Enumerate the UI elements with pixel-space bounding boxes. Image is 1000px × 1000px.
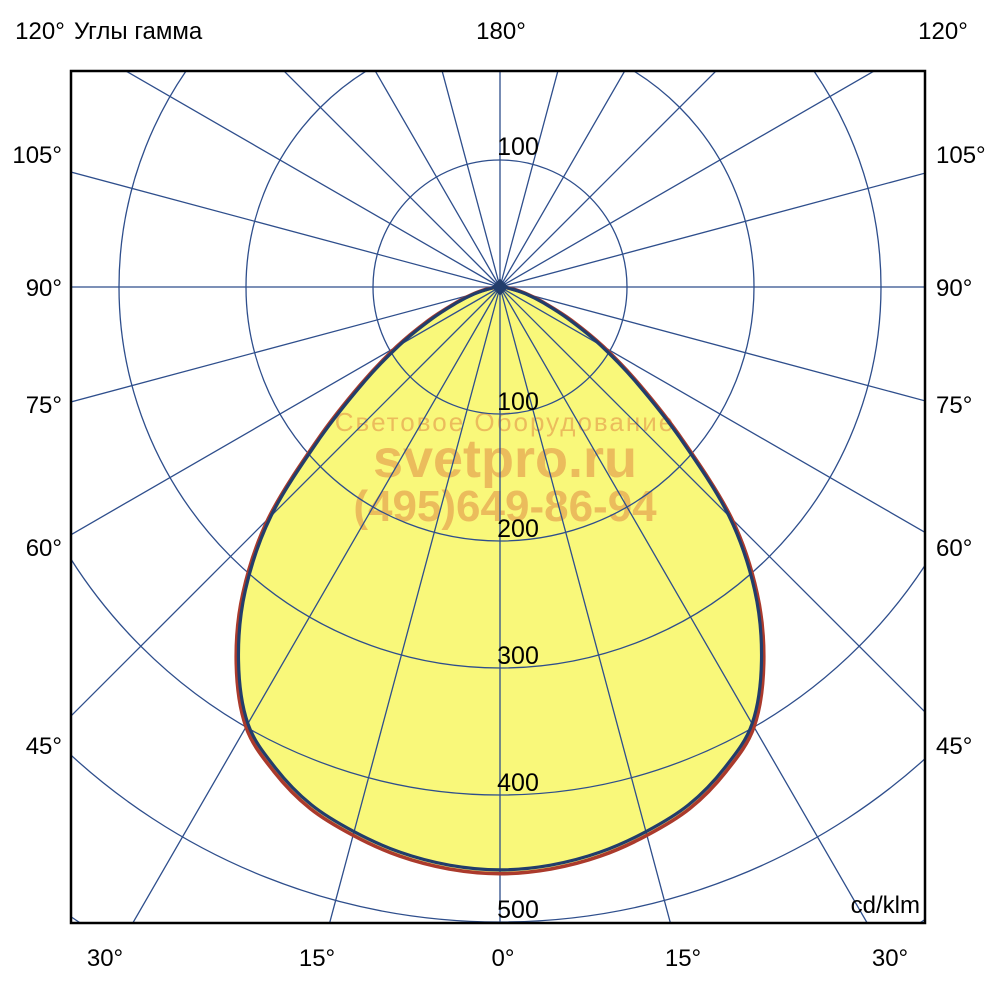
watermark-company-text: Световое Оборудование <box>335 407 675 437</box>
grid-ray <box>499 286 868 923</box>
grid-ray <box>499 286 925 402</box>
angle-tick-label: 90° <box>936 275 973 302</box>
angle-tick-label: 0° <box>491 945 515 972</box>
grid-ray <box>499 286 672 923</box>
angle-tick-label: 75° <box>25 392 62 419</box>
corner-angle-label-top-left: 120° <box>15 18 65 45</box>
grid-ray <box>71 171 501 288</box>
angle-tick-label: 90° <box>25 275 62 302</box>
grid-ray <box>328 286 501 923</box>
grid-ray <box>499 286 925 534</box>
angle-tick-label: 45° <box>25 733 62 760</box>
intensity-curves <box>234 278 766 876</box>
angle-tick-label: 75° <box>936 392 973 419</box>
ring-label: 500 <box>497 896 539 924</box>
intensity-curve-c90-c270 <box>236 285 764 872</box>
ring-value-labels: 100 100 200 300 400 500 <box>497 133 539 924</box>
grid-ray <box>71 286 501 403</box>
grid-ray <box>132 286 501 923</box>
angle-tick-label: 15° <box>298 945 336 972</box>
grid-ray <box>499 71 876 288</box>
ring-label: 100 <box>497 133 539 161</box>
pole-marker <box>491 278 509 296</box>
ring-label: 400 <box>497 769 539 797</box>
ring-label: 200 <box>497 515 539 543</box>
unit-label: cd/klm <box>851 892 920 919</box>
grid-ray <box>71 286 501 717</box>
grid-ray <box>71 286 501 536</box>
ring-label: 100 <box>497 388 539 416</box>
angle-tick-label: 105° <box>12 142 62 169</box>
grid-ray <box>499 172 925 288</box>
grid-ray <box>499 71 626 288</box>
plot-border <box>69 69 927 925</box>
grid-ray <box>499 71 717 288</box>
angle-tick-label: 60° <box>25 535 62 562</box>
grid-ray <box>283 71 501 288</box>
watermark: Световое Оборудование svetpro.ru (495)64… <box>335 407 675 531</box>
angle-tick-label: 15° <box>664 945 702 972</box>
ring-label: 300 <box>497 642 539 670</box>
grid-ray <box>441 71 501 288</box>
angle-tick-label: 30° <box>871 945 909 972</box>
angle-tick-label: 60° <box>936 535 973 562</box>
corner-angle-label-top-right: 120° <box>918 18 968 45</box>
grid-ray <box>374 71 501 288</box>
grid-ray <box>499 286 925 713</box>
angle-tick-label: 30° <box>86 945 124 972</box>
page-title: Углы гамма <box>74 18 203 45</box>
grid-ray <box>124 71 501 288</box>
watermark-site-text: svetpro.ru <box>373 429 637 489</box>
grid-ray <box>499 71 559 288</box>
top-center-angle-label: 180° <box>476 18 526 45</box>
angle-tick-label: 45° <box>936 733 973 760</box>
angle-tick-label: 105° <box>936 142 986 169</box>
